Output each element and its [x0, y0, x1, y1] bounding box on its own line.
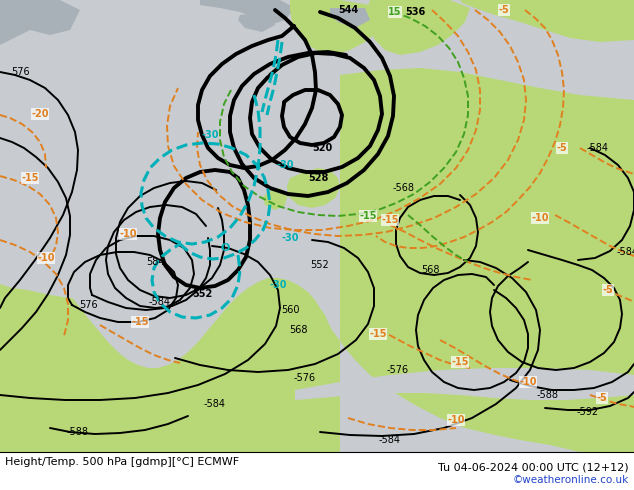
Polygon shape — [365, 0, 470, 55]
Text: 15: 15 — [388, 7, 402, 17]
Text: -15: -15 — [451, 357, 469, 367]
Text: -30: -30 — [281, 233, 299, 243]
Text: 568: 568 — [421, 265, 439, 275]
Text: 528: 528 — [308, 173, 328, 183]
Text: -584: -584 — [587, 143, 609, 153]
Polygon shape — [460, 0, 634, 42]
Text: -15: -15 — [369, 329, 387, 339]
Text: -30: -30 — [269, 280, 287, 290]
Text: O: O — [220, 243, 230, 253]
Polygon shape — [287, 168, 340, 208]
Text: -588: -588 — [537, 390, 559, 400]
Bar — [0, 452, 634, 490]
Text: Tu 04-06-2024 00:00 UTC (12+12): Tu 04-06-2024 00:00 UTC (12+12) — [438, 462, 629, 472]
Text: -5: -5 — [557, 143, 567, 153]
Polygon shape — [0, 0, 80, 45]
Text: 520: 520 — [312, 143, 332, 153]
Text: -15: -15 — [131, 317, 149, 327]
Text: -10: -10 — [447, 415, 465, 425]
Text: -10: -10 — [531, 213, 549, 223]
Text: -584: -584 — [617, 247, 634, 257]
Text: -10: -10 — [519, 377, 537, 387]
Text: 576: 576 — [79, 300, 97, 310]
Text: -5: -5 — [498, 5, 509, 15]
Text: 552: 552 — [311, 260, 330, 270]
Text: 536: 536 — [405, 7, 425, 17]
Text: 584: 584 — [146, 257, 164, 267]
Polygon shape — [0, 68, 634, 452]
Text: -15: -15 — [359, 211, 377, 221]
Text: 576: 576 — [11, 67, 29, 77]
Text: -576: -576 — [387, 365, 409, 375]
Polygon shape — [0, 195, 145, 298]
Text: -30: -30 — [276, 160, 294, 170]
Text: ©weatheronline.co.uk: ©weatheronline.co.uk — [513, 475, 629, 485]
Text: -584: -584 — [379, 435, 401, 445]
Text: -576: -576 — [294, 373, 316, 383]
Text: -568: -568 — [393, 183, 415, 193]
Polygon shape — [238, 12, 275, 32]
Text: -5: -5 — [597, 393, 607, 403]
Text: -5: -5 — [603, 285, 613, 295]
Text: -10: -10 — [119, 229, 137, 239]
Text: -584: -584 — [149, 297, 171, 307]
Text: 560: 560 — [281, 305, 299, 315]
Text: -30: -30 — [201, 130, 219, 140]
Polygon shape — [330, 8, 370, 28]
Polygon shape — [200, 0, 295, 25]
Text: -20: -20 — [31, 109, 49, 119]
Text: Height/Temp. 500 hPa [gdmp][°C] ECMWF: Height/Temp. 500 hPa [gdmp][°C] ECMWF — [5, 457, 239, 467]
Polygon shape — [0, 45, 180, 290]
Text: -584: -584 — [204, 399, 226, 409]
Polygon shape — [263, 188, 288, 210]
Text: 552: 552 — [192, 289, 212, 299]
Text: -588: -588 — [67, 427, 89, 437]
Polygon shape — [295, 368, 634, 400]
Text: -10: -10 — [37, 253, 55, 263]
Text: 544: 544 — [338, 5, 358, 15]
Text: 568: 568 — [288, 325, 307, 335]
Text: -15: -15 — [381, 215, 399, 225]
Text: -592: -592 — [577, 407, 599, 417]
Polygon shape — [290, 0, 385, 55]
Text: -15: -15 — [22, 173, 39, 183]
